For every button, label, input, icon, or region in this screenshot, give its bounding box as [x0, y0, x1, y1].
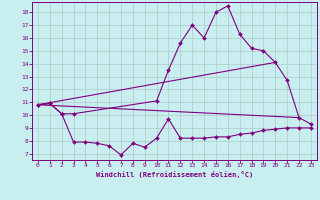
- X-axis label: Windchill (Refroidissement éolien,°C): Windchill (Refroidissement éolien,°C): [96, 171, 253, 178]
